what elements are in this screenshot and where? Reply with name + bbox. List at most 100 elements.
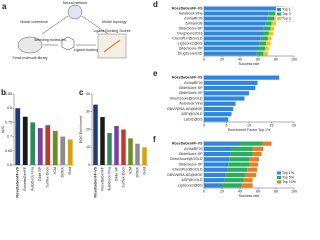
x-tick-label: 60 [256,189,260,193]
bar-segment [204,36,261,41]
y-tick-label: 40 [86,92,90,96]
bar-segment [204,21,266,26]
y-tick-label: GlideScore-XP [179,46,203,50]
x-tick-label: 100 [291,189,297,193]
y-tick-label: 0 [88,163,90,167]
library-icon [17,36,43,54]
arrow [41,15,69,35]
bar [22,116,28,165]
bar [30,122,36,165]
x-tick-label: 5 [226,123,228,127]
bar-segment [267,16,275,21]
bar [135,143,140,165]
x-tick-label: AutoDock Vina [31,167,35,191]
x-tick-label: RosettaGenFF-VS [16,166,20,197]
bar-segment [225,172,246,178]
bar [142,147,147,165]
panel-a: a Neural network Model coherence Model t… [2,1,131,60]
x-tick-label: 10 [247,123,251,127]
y-tick-label: RosettaGenFF-VS [172,6,203,10]
y-tick-label: 0.65 [5,149,12,153]
x-tick-label: ICM [53,167,57,174]
panel-2: d 0 20 40 60 80 100 Success rate RosettaGenFF-VS… [153,0,297,66]
bar-segment [204,172,226,178]
y-tick-label: RosettaGenFF-VS [172,142,203,146]
bar-segment [204,80,258,85]
panel-0: b 0.6 0.65 0.7 0.75 0.8 0.85 AUC RosettaGenFF-VS… [1,88,74,198]
ligand-icon [103,39,121,53]
bar-segment [271,21,276,26]
y-tick-label: GlideScore-XP [179,162,203,166]
y-tick-label: 20 [86,127,90,131]
legend-label: Top 5% [282,176,295,180]
node-label: Selecting molecules [34,38,66,42]
bar-segment [224,178,244,183]
y-tick-label: 10 [86,145,90,149]
x-tick-label: 20 [220,57,224,61]
legend-swatch [277,17,281,20]
x-tick-label: 0 [203,189,205,193]
bar [114,125,119,165]
y-tick-label: ChemScore@GOLD [170,96,203,100]
y-tick-label: 0.8 [7,106,12,110]
bar-segment [204,167,228,172]
bar-segment [252,151,262,157]
bar-segment [204,75,280,80]
bar [93,104,98,165]
bar-segment [249,157,259,162]
x-tick-label: 40 [238,57,242,61]
node-label: Ligand docking [74,48,98,52]
bar-segment [204,51,257,56]
y-tick-label: ASP@GOLD [181,112,202,116]
x-axis-label: Enrichment Factor Top 1% [228,128,271,132]
bar-segment [204,183,222,188]
panel-3: e 0 5 10 15 20 Enrichment Factor Top 1% Rosetta… [153,69,296,132]
x-tick-label: Gold [142,167,146,175]
bar-segment [262,31,269,36]
y-tick-label: GBVI/WSA-dG@MOE [167,173,203,177]
network-icon [67,4,83,20]
x-tick-label: DOCK [61,166,65,177]
bar-segment [204,6,276,11]
bar-segment [252,146,264,151]
bar-segment [270,26,275,31]
legend-label: Top 1 [282,8,291,12]
bar-segment [227,167,248,172]
bar-segment [263,26,271,31]
y-tick-label: GlideScore-SP [179,86,203,90]
bar-segment [204,151,231,157]
bar-segment [230,151,253,157]
bar-segment [268,11,276,16]
y-tick-label: GlideScore-XP [179,91,203,95]
x-tick-label: 20 [220,189,224,193]
legend-swatch [277,171,281,175]
bar-segment [204,178,225,183]
y-tick-label: ΔVinaRF20 [184,147,202,151]
x-tick-label: 0 [203,123,205,127]
bar-segment [245,172,257,178]
bar [67,139,73,165]
y-tick-label: ΔVinaRF20 [184,81,202,85]
node-label: Model coherence [20,20,48,24]
molecule-icon [61,36,75,51]
y-tick-label: RosettaGenFF-VS [172,76,203,80]
legend-label: Top 3 [282,17,291,21]
bar-segment [256,51,264,56]
bar-segment [204,91,249,96]
bar-segment [204,26,264,31]
y-tick-label: 0.85 [5,92,12,96]
y-tick-label: DrugScore2018 [177,31,202,35]
x-tick-label: 40 [238,189,242,193]
bar-segment [263,51,268,56]
x-tick-label: Glide SP [38,166,42,181]
node-label: Ligand Docking Scores [94,29,131,33]
y-tick-label: ChemScore@GOLD [170,157,203,161]
x-tick-label: 80 [274,189,278,193]
bar-segment [231,146,253,151]
bar [45,125,51,165]
docking-icon [97,33,127,59]
x-tick-label: 60 [256,57,260,61]
node-label: Model topology [102,20,127,24]
y-tick-label: 0.6 [7,163,12,167]
panel-1: c 0 10 20 30 40 ROC Enrichment RosettaGenFF-VS R… [79,88,148,198]
